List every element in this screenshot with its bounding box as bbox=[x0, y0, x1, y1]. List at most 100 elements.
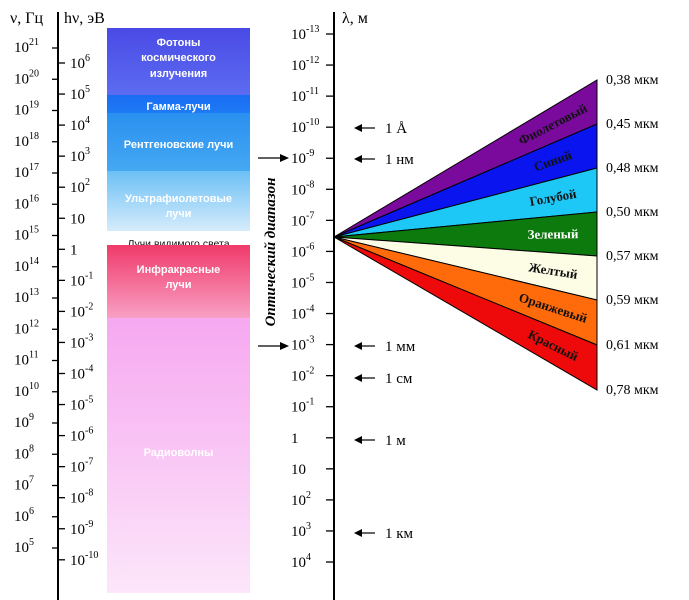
energy-tick-label-11: 10-5 bbox=[70, 395, 93, 414]
freq-tick-label-16-exponent: 5 bbox=[29, 537, 34, 548]
band-4-fill bbox=[107, 231, 250, 245]
wavelength-tick-label-0: 10-13 bbox=[291, 24, 319, 43]
wavelength-tick-label-3: 10-10 bbox=[291, 117, 319, 136]
freq-tick-label-1-base: 10 bbox=[14, 71, 29, 87]
wavelength-tick-label-6: 10-7 bbox=[291, 210, 314, 229]
wavelength-tick-label-17-base: 10 bbox=[291, 555, 306, 571]
band-0-label-line-1: космического bbox=[141, 52, 216, 64]
freq-tick-label-11-base: 10 bbox=[14, 384, 29, 400]
freq-tick-label-10: 1011 bbox=[14, 350, 39, 369]
freq-tick-label-0-exponent: 21 bbox=[29, 37, 39, 48]
energy-tick-label-0: 106 bbox=[70, 53, 90, 72]
energy-tick-label-5-base: 10 bbox=[70, 211, 85, 227]
wavelength-tick-label-12: 10-1 bbox=[291, 397, 314, 416]
marker-label-2: 1 мм bbox=[385, 339, 416, 355]
freq-tick-label-11: 1010 bbox=[14, 381, 39, 400]
freq-tick-label-16: 105 bbox=[14, 537, 34, 556]
band-3-label-line-1: лучи bbox=[165, 208, 191, 220]
energy-tick-label-1: 105 bbox=[70, 84, 90, 103]
freq-tick-label-3-base: 10 bbox=[14, 134, 29, 150]
band-2-label-line-0: Рентгеновские лучи bbox=[124, 139, 233, 151]
energy-tick-label-9-base: 10 bbox=[70, 335, 85, 351]
wavelength-tick-label-15-exponent: 2 bbox=[306, 490, 311, 501]
freq-tick-label-2-exponent: 19 bbox=[29, 100, 39, 111]
wavelength-tick-label-14-base: 10 bbox=[291, 462, 306, 478]
freq-tick-label-7-exponent: 14 bbox=[29, 256, 39, 267]
energy-tick-label-8-base: 10 bbox=[70, 304, 85, 320]
wavelength-tick-label-15-base: 10 bbox=[291, 493, 306, 509]
freq-tick-label-6-base: 10 bbox=[14, 228, 29, 244]
freq-tick-label-2: 1019 bbox=[14, 100, 39, 119]
freq-tick-label-13-exponent: 8 bbox=[29, 443, 34, 454]
energy-tick-label-8-exponent: -2 bbox=[85, 301, 93, 312]
freq-tick-label-5: 1016 bbox=[14, 193, 39, 212]
band-1-fill bbox=[107, 95, 250, 113]
freq-tick-label-14: 107 bbox=[14, 475, 34, 494]
energy-tick-label-6: 1 bbox=[70, 242, 78, 258]
wavelength-tick-label-8-exponent: -5 bbox=[306, 272, 314, 283]
boundary-label-3: 0,50 мкм bbox=[606, 205, 659, 220]
energy-tick-label-13: 10-7 bbox=[70, 457, 93, 476]
wavelength-ticks: 10-1310-1210-1110-1010-910-810-710-610-5… bbox=[291, 24, 334, 571]
energy-tick-label-2-base: 10 bbox=[70, 118, 85, 134]
energy-tick-label-14-exponent: -8 bbox=[85, 488, 93, 499]
wavelength-tick-label-13-base: 1 bbox=[291, 431, 299, 447]
freq-tick-label-5-base: 10 bbox=[14, 196, 29, 212]
energy-tick-label-13-base: 10 bbox=[70, 460, 85, 476]
freq-tick-label-2-base: 10 bbox=[14, 103, 29, 119]
wavelength-tick-label-7: 10-6 bbox=[291, 241, 314, 260]
wavelength-tick-label-5-base: 10 bbox=[291, 182, 306, 198]
freq-tick-label-15-exponent: 6 bbox=[29, 506, 34, 517]
wavelength-tick-label-12-base: 10 bbox=[291, 400, 306, 416]
freq-tick-label-10-base: 10 bbox=[14, 353, 29, 369]
energy-tick-label-15-base: 10 bbox=[70, 522, 85, 538]
energy-tick-label-2-exponent: 4 bbox=[85, 115, 90, 126]
boundary-label-0: 0,38 мкм bbox=[606, 73, 659, 88]
marker-arrow-head-3 bbox=[354, 374, 362, 382]
wavelength-tick-label-6-base: 10 bbox=[291, 213, 306, 229]
frequency-axis-header: ν, Гц bbox=[10, 10, 43, 27]
energy-tick-label-9: 10-3 bbox=[70, 332, 93, 351]
energy-tick-label-12: 10-6 bbox=[70, 426, 93, 445]
wavelength-tick-label-1: 10-12 bbox=[291, 55, 319, 74]
boundary-label-7: 0,78 мкм bbox=[606, 383, 659, 398]
energy-tick-label-10-base: 10 bbox=[70, 367, 85, 383]
wavelength-tick-label-6-exponent: -7 bbox=[306, 210, 314, 221]
wavelength-tick-label-8-base: 10 bbox=[291, 275, 306, 291]
marker-label-3: 1 см bbox=[385, 371, 413, 387]
energy-tick-label-4-base: 10 bbox=[70, 180, 85, 196]
freq-tick-label-11-exponent: 10 bbox=[29, 381, 39, 392]
wavelength-markers: 1 Å 1 нм 1 мм 1 см 1 м 1 км bbox=[354, 121, 416, 542]
energy-tick-label-16: 10-10 bbox=[70, 550, 98, 569]
wavelength-tick-label-2: 10-11 bbox=[291, 86, 319, 105]
wavelength-tick-label-13: 1 bbox=[291, 431, 299, 447]
energy-tick-label-0-exponent: 6 bbox=[85, 53, 90, 64]
energy-tick-label-10: 10-4 bbox=[70, 364, 93, 383]
wavelength-tick-label-8: 10-5 bbox=[291, 272, 314, 291]
freq-tick-label-16-base: 10 bbox=[14, 540, 29, 556]
wavelength-tick-label-14: 10 bbox=[291, 462, 306, 478]
energy-tick-label-11-exponent: -5 bbox=[85, 395, 93, 406]
energy-tick-label-5: 10 bbox=[70, 211, 85, 227]
freq-tick-label-8-base: 10 bbox=[14, 290, 29, 306]
optical-range-arrows bbox=[258, 154, 289, 350]
wavelength-tick-label-10: 10-3 bbox=[291, 335, 314, 354]
energy-tick-label-3-base: 10 bbox=[70, 149, 85, 165]
wavelength-tick-label-4-exponent: -9 bbox=[306, 148, 314, 159]
freq-tick-label-7: 1014 bbox=[14, 256, 39, 275]
freq-tick-label-12-exponent: 9 bbox=[29, 412, 34, 423]
marker-arrow-head-2 bbox=[354, 342, 362, 350]
freq-tick-label-0: 1021 bbox=[14, 37, 39, 56]
wavelength-tick-label-2-exponent: -11 bbox=[306, 86, 319, 97]
wavelength-tick-label-17-exponent: 4 bbox=[306, 552, 311, 563]
energy-axis-header: hν, эВ bbox=[64, 10, 105, 27]
wavelength-tick-label-9-base: 10 bbox=[291, 307, 306, 323]
band-6-label-line-0: Радиоволны bbox=[144, 447, 214, 459]
color-wedge-6 bbox=[333, 236, 598, 391]
freq-tick-label-15-base: 10 bbox=[14, 509, 29, 525]
energy-tick-label-7-exponent: -1 bbox=[85, 270, 93, 281]
energy-tick-label-7-base: 10 bbox=[70, 273, 85, 289]
energy-tick-label-13-exponent: -7 bbox=[85, 457, 93, 468]
energy-tick-label-16-exponent: -10 bbox=[85, 550, 98, 561]
